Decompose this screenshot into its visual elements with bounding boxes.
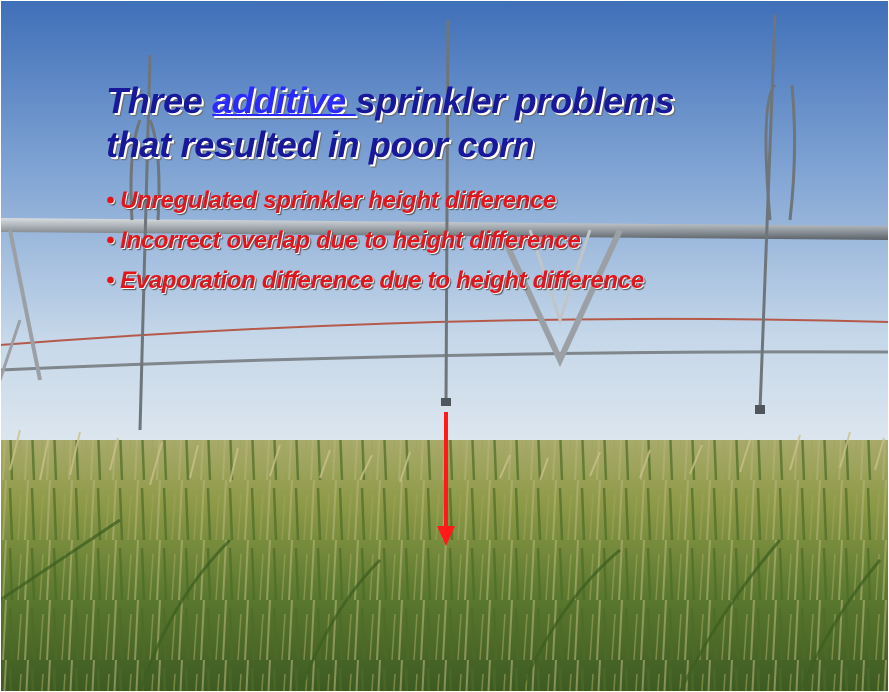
- bullet-text: Evaporation difference due to height dif…: [120, 267, 644, 294]
- bullet-marker: •: [106, 267, 115, 294]
- tassels: [9, 429, 885, 486]
- title-rest-line1: sprinkler problems: [355, 80, 675, 121]
- bullet-marker: •: [106, 227, 115, 254]
- title-word-three: Three: [106, 80, 213, 121]
- bullet-text: Unregulated sprinkler height difference: [120, 187, 557, 214]
- title-link-additive[interactable]: additive: [212, 80, 356, 121]
- down-arrow-icon: [437, 412, 455, 546]
- bullet-item: • Unregulated sprinkler height difference: [106, 181, 866, 221]
- title-line2: that resulted in poor corn: [106, 124, 535, 165]
- bullet-item: • Incorrect overlap due to height differe…: [106, 221, 866, 261]
- bullet-text: Incorrect overlap due to height differen…: [120, 227, 581, 254]
- slide-title: Three additive sprinkler problems that r…: [106, 79, 806, 167]
- bullet-item: • Evaporation difference due to height di…: [106, 261, 866, 301]
- bullet-marker: •: [106, 187, 115, 214]
- sprinkler-pipe-icon: [0, 14, 889, 431]
- bullet-list: • Unregulated sprinkler height difference…: [106, 181, 866, 301]
